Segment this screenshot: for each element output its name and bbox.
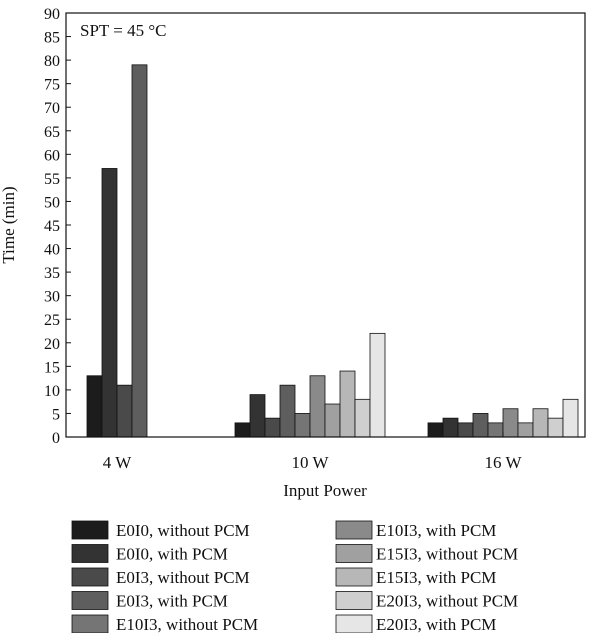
legend-label: E10I3, with PCM (376, 521, 496, 540)
y-tick-label: 40 (44, 242, 60, 259)
y-tick-label: 65 (44, 124, 60, 141)
legend-swatch (335, 520, 373, 540)
bar (339, 370, 356, 438)
bar (131, 64, 148, 438)
y-tick-label: 5 (52, 406, 60, 423)
chart-annotation: SPT = 45 °C (80, 21, 166, 40)
bar (354, 398, 371, 438)
y-tick-label: 80 (44, 53, 60, 70)
x-tick-label: 16 W (485, 453, 523, 472)
y-tick-label: 90 (44, 6, 60, 23)
x-axis-label: Input Power (283, 481, 367, 500)
bar (472, 413, 489, 438)
bar (427, 422, 444, 438)
legend-swatch (71, 520, 109, 540)
legend-swatch (71, 591, 109, 610)
x-tick-label: 10 W (292, 453, 330, 472)
bar (309, 375, 326, 438)
bar (442, 417, 459, 438)
y-tick-label: 70 (44, 100, 60, 117)
y-tick-label: 50 (44, 194, 60, 211)
bar (487, 422, 504, 438)
x-axis: 4 W 10 W 16 W (103, 432, 523, 472)
legend-swatch (335, 614, 373, 633)
y-tick-label: 30 (44, 289, 60, 306)
legend: E0I0, without PCM E0I0, with PCM E0I3, wit… (71, 520, 518, 633)
bars-layer (86, 64, 579, 438)
bar (279, 384, 296, 438)
legend-label: E0I0, with PCM (116, 545, 228, 564)
bar (457, 422, 474, 438)
legend-swatch (71, 544, 109, 563)
bar (86, 375, 103, 438)
y-tick-label: 0 (52, 430, 60, 447)
bar (234, 422, 251, 438)
bar (116, 384, 133, 438)
y-tick-label: 60 (44, 147, 60, 164)
bar (369, 332, 386, 438)
legend-swatch (335, 591, 373, 610)
legend-swatch (71, 614, 109, 633)
bar (532, 408, 549, 438)
y-tick-label: 15 (44, 359, 60, 376)
bar (547, 417, 564, 438)
y-tick-label: 45 (44, 218, 60, 235)
bar (324, 403, 341, 438)
bar (264, 417, 281, 438)
y-axis: 0 5 10 15 20 25 30 35 40 45 50 55 60 65 70 75 80 85 90 (44, 6, 71, 447)
legend-label: E0I0, without PCM (116, 521, 250, 540)
y-axis-label: Time (min) (0, 186, 18, 263)
legend-label: E10I3, without PCM (116, 615, 258, 633)
bar (294, 413, 311, 438)
bar (517, 422, 534, 438)
legend-label: E20I3, without PCM (376, 592, 518, 611)
legend-swatch (71, 567, 109, 587)
legend-label: E15I3, without PCM (376, 545, 518, 564)
y-tick-label: 55 (44, 171, 60, 188)
legend-label: E0I3, with PCM (116, 592, 228, 611)
legend-label: E20I3, with PCM (376, 615, 496, 633)
y-tick-label: 25 (44, 312, 60, 329)
bar (101, 168, 118, 438)
bar (249, 394, 266, 438)
legend-swatch (335, 567, 373, 587)
x-tick-label: 4 W (103, 453, 132, 472)
y-tick-label: 85 (44, 30, 60, 47)
legend-label: E0I3, without PCM (116, 568, 250, 587)
legend-swatch (335, 544, 373, 563)
y-tick-label: 20 (44, 336, 60, 353)
y-tick-label: 10 (44, 383, 60, 400)
bar (502, 408, 519, 438)
y-tick-label: 35 (44, 265, 60, 282)
bar (562, 398, 579, 438)
legend-label: E15I3, with PCM (376, 568, 496, 587)
y-tick-label: 75 (44, 77, 60, 94)
